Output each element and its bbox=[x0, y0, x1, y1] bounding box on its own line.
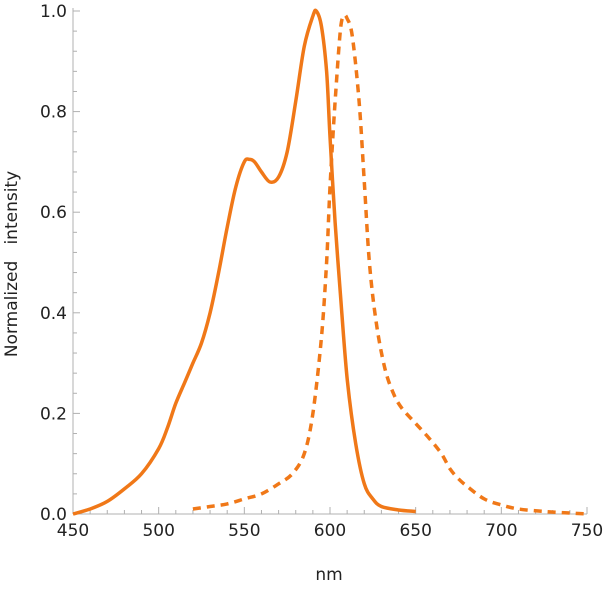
solid-series-line bbox=[72, 8, 416, 516]
x-axis-label: nm bbox=[315, 565, 342, 585]
x-tick-label: 600 bbox=[314, 521, 346, 541]
y-axis-label: Normalized intensity bbox=[2, 171, 22, 357]
x-tick-label: 450 bbox=[57, 521, 89, 541]
y-tick-label: 0.0 bbox=[40, 505, 67, 525]
x-tick-label: 750 bbox=[571, 521, 603, 541]
y-tick-label: 0.4 bbox=[40, 304, 67, 324]
x-tick-label: 550 bbox=[228, 521, 260, 541]
y-tick-label: 0.6 bbox=[40, 203, 67, 223]
y-tick-label: 0.8 bbox=[40, 103, 67, 123]
dashed-series-line bbox=[192, 13, 588, 516]
x-tick-label: 500 bbox=[142, 521, 174, 541]
y-tick-label: 0.2 bbox=[40, 404, 67, 424]
y-tick-label: 1.0 bbox=[40, 2, 67, 22]
x-tick-label: 650 bbox=[399, 521, 431, 541]
axes-layer: 450 500 550 600 650 700 750 0.0 0.2 0.4 0.6 0.8 1.0 bbox=[40, 2, 603, 541]
x-tick-label: 700 bbox=[485, 521, 517, 541]
series-layer bbox=[72, 8, 588, 516]
